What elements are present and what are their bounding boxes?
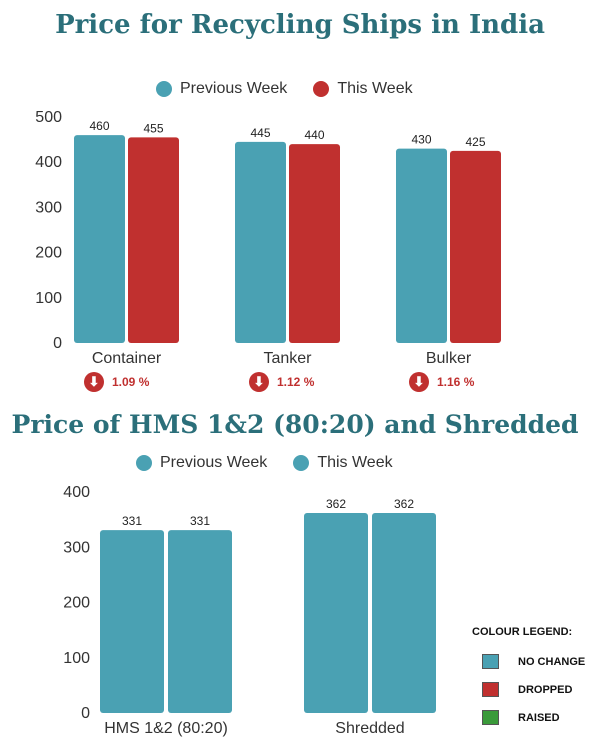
y-tick-label: 0: [81, 705, 90, 722]
bar-this-week: [450, 150, 501, 343]
bar-this-week: [289, 144, 340, 343]
y-tick-label: 300: [35, 199, 62, 216]
y-tick-label: 500: [35, 109, 62, 126]
colour-legend-dropped: DROPPED: [482, 682, 572, 697]
label-dropped: DROPPED: [518, 683, 573, 696]
legend-item-previous-week: Previous Week: [156, 80, 287, 98]
y-tick-label: 200: [63, 595, 90, 612]
legend-label-previous: Previous Week: [180, 80, 288, 97]
swatch-no-change: [482, 654, 499, 669]
chart2-title: Price of HMS 1&2 (80:20) and Shredded: [11, 410, 579, 439]
down-arrow-icon: ⬇: [409, 372, 429, 392]
label-no-change: NO CHANGE: [518, 655, 586, 668]
chart1-plot: 0 100 200 300 400 500 460 455 Container 445 440 Tan…: [35, 109, 501, 367]
bar-previous: [304, 512, 368, 713]
data-label: 460: [89, 119, 109, 133]
x-category-label: HMS 1&2 (80:20): [104, 720, 228, 737]
legend-swatch-previous: [156, 81, 172, 97]
bar-this-week: [372, 512, 436, 713]
data-label: 362: [394, 497, 414, 511]
y-tick-label: 200: [35, 245, 62, 262]
y-tick-label: 400: [35, 154, 62, 171]
legend-swatch-this-week: [313, 81, 330, 97]
change-text-tanker: 1.12 %: [277, 375, 315, 389]
y-tick-label: 300: [63, 539, 90, 556]
data-label: 331: [190, 514, 210, 528]
chart2-legend: Previous Week This Week: [136, 454, 419, 472]
change-indicator-bulker: ⬇ 1.16 %: [409, 372, 474, 392]
legend-item-this-week: This Week: [313, 80, 413, 98]
data-label: 425: [465, 135, 485, 149]
legend2-item-previous-week: Previous Week: [136, 454, 267, 472]
down-arrow-icon: ⬇: [249, 372, 269, 392]
chart1-legend: Previous Week This Week: [156, 80, 439, 98]
bar-this-week: [168, 530, 232, 713]
colour-legend-title: COLOUR LEGEND:: [472, 626, 573, 638]
swatch-raised: [482, 710, 499, 725]
bar-previous: [74, 135, 125, 343]
legend2-swatch-previous: [136, 455, 152, 471]
bar-previous: [235, 141, 286, 343]
y-tick-label: 400: [63, 484, 90, 501]
down-arrow-icon: ⬇: [84, 372, 104, 392]
label-raised: RAISED: [518, 711, 560, 724]
swatch-dropped: [482, 682, 499, 697]
change-text-container: 1.09 %: [112, 375, 150, 389]
colour-legend-raised: RAISED: [482, 710, 560, 725]
data-label: 331: [122, 514, 142, 528]
bar-previous: [396, 148, 447, 343]
legend-label-this-week: This Week: [337, 80, 413, 97]
data-label: 440: [304, 128, 324, 142]
y-tick-label: 100: [35, 290, 62, 307]
legend2-item-this-week: This Week: [293, 454, 393, 472]
change-text-bulker: 1.16 %: [437, 375, 475, 389]
data-label: 430: [411, 133, 431, 147]
y-tick-label: 0: [53, 335, 62, 352]
chart1-title: Price for Recycling Ships in India: [55, 10, 545, 40]
x-category-label: Shredded: [335, 720, 404, 737]
change-indicator-tanker: ⬇ 1.12 %: [249, 372, 314, 392]
data-label: 455: [143, 121, 163, 135]
x-category-label: Tanker: [263, 350, 312, 367]
legend2-label-this-week: This Week: [317, 454, 393, 471]
legend2-label-previous: Previous Week: [160, 454, 268, 471]
data-label: 362: [326, 497, 346, 511]
x-category-label: Bulker: [426, 350, 472, 367]
y-tick-label: 100: [63, 650, 90, 667]
data-label: 445: [250, 126, 270, 140]
change-indicator-container: ⬇ 1.09 %: [84, 372, 149, 392]
colour-legend-no-change: NO CHANGE: [482, 654, 585, 669]
bar-this-week: [128, 137, 179, 343]
x-category-label: Container: [92, 350, 162, 367]
legend2-swatch-this-week: [293, 455, 310, 471]
bar-previous: [100, 530, 164, 713]
